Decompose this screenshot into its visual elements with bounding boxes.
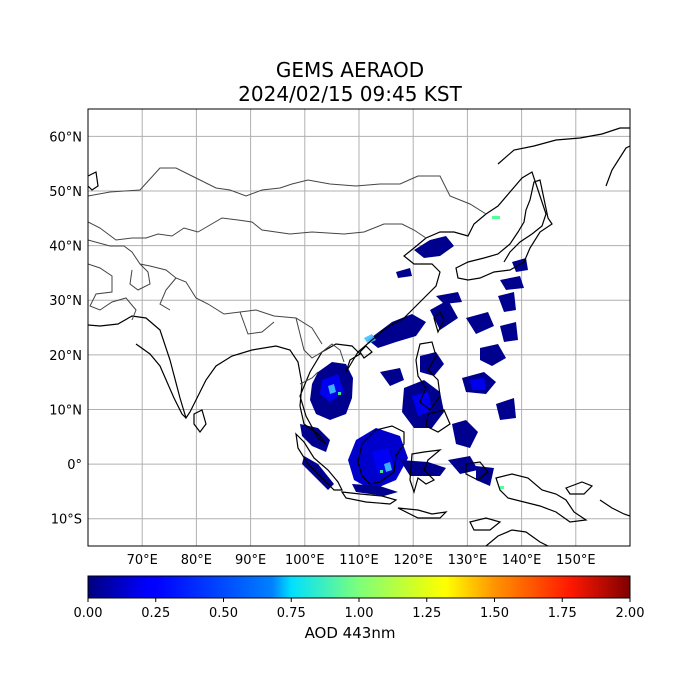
aod-data-layer: [300, 216, 528, 496]
colorbar-tick-label: 2.00: [616, 606, 645, 621]
map-land-layer: [88, 127, 630, 546]
latitude-tick-label: 40°N: [49, 240, 82, 255]
latitude-tick-label: 20°N: [49, 349, 82, 364]
longitude-tick-label: 80°E: [181, 553, 212, 568]
latitude-tick-label: 10°S: [51, 513, 82, 528]
latitude-tick-label: 50°N: [49, 185, 82, 200]
longitude-tick-labels: 70°E 80°E 90°E 100°E 110°E 120°E 130°E 140°E 150…: [127, 553, 596, 568]
longitude-tick-label: 110°E: [339, 553, 379, 568]
colorbar-tick-label: 1.50: [480, 606, 509, 621]
latitude-tick-label: 30°N: [49, 294, 82, 309]
map-frame: [87, 108, 631, 547]
colorbar-tick-label: 0.75: [277, 606, 306, 621]
longitude-tick-label: 130°E: [448, 553, 488, 568]
latitude-tick-label: 0°: [67, 458, 82, 473]
latitude-tick-labels: 60°N 50°N 40°N 30°N 20°N 10°N 0° 10°S: [49, 130, 82, 527]
colorbar-tick-labels: 0.00 0.25 0.50 0.75 1.00 1.25 1.50 1.75 2.00: [74, 598, 645, 621]
longitude-tick-label: 120°E: [393, 553, 433, 568]
longitude-tick-label: 100°E: [285, 553, 325, 568]
map-gridlines: [88, 109, 630, 546]
colorbar-tick-label: 1.75: [548, 606, 577, 621]
longitude-tick-label: 90°E: [235, 553, 266, 568]
colorbar-label: AOD 443nm: [304, 624, 396, 642]
colorbar-tick-label: 1.00: [345, 606, 374, 621]
longitude-tick-label: 150°E: [556, 553, 596, 568]
latitude-tick-label: 10°N: [49, 403, 82, 418]
map-subtitle-datetime: 2024/02/15 09:45 KST: [238, 82, 462, 106]
longitude-tick-label: 70°E: [127, 553, 158, 568]
colorbar-tick-label: 0.50: [209, 606, 238, 621]
colorbar-tick-label: 0.00: [74, 606, 103, 621]
longitude-tick-label: 140°E: [502, 553, 542, 568]
colorbar-tick-label: 0.25: [141, 606, 170, 621]
colorbar: [87, 575, 631, 599]
map-title: GEMS AERAOD: [275, 58, 425, 82]
latitude-tick-label: 60°N: [49, 130, 82, 145]
colorbar-tick-label: 1.25: [412, 606, 441, 621]
